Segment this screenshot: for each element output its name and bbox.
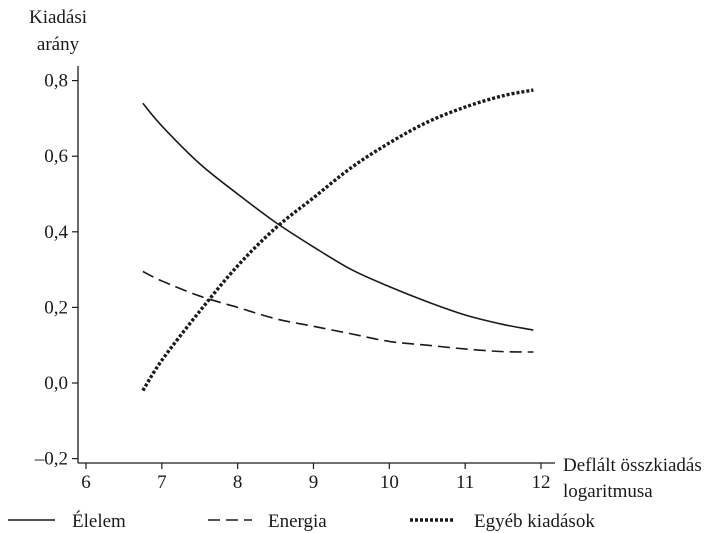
legend: Élelem Energia Egyéb kiadások [8,510,595,532]
axis-titles: Kiadási arány Deflált összkiadás logarit… [29,7,702,502]
y-tick-label: 0,2 [44,297,68,318]
y-axis-title-line-2: arány [37,34,80,55]
y-tick-label: 0,8 [44,71,68,92]
ticks: 6 7 8 9 10 11 12 –0,2 0,0 0,2 0,4 0,6 0,8 [34,71,551,493]
series-lines [141,88,534,392]
x-tick-label: 6 [81,472,91,493]
x-tick-label: 7 [157,472,167,493]
x-axis-title-line-1: Deflált összkiadás [563,455,702,476]
y-axis-title-line-1: Kiadási [29,7,87,28]
series-line-energia [142,270,534,353]
x-tick-label: 10 [380,472,399,493]
series-line-egyeb-kiadasok [141,88,534,392]
series-line-elelem [142,102,534,331]
legend-label-elelem: Élelem [72,510,126,532]
x-tick-label: 8 [233,472,243,493]
y-tick-label: 0,4 [44,222,68,243]
x-tick-label: 12 [531,472,550,493]
legend-label-egyeb-kiadasok: Egyéb kiadások [474,511,595,532]
axes [77,66,555,464]
y-tick-label: 0,0 [44,373,68,394]
y-tick-label: 0,6 [44,146,68,167]
x-tick-label: 11 [456,472,474,493]
x-tick-label: 9 [309,472,319,493]
x-axis-title-line-2: logaritmusa [563,481,653,502]
legend-label-energia: Energia [268,511,327,532]
y-tick-label: –0,2 [34,449,68,470]
